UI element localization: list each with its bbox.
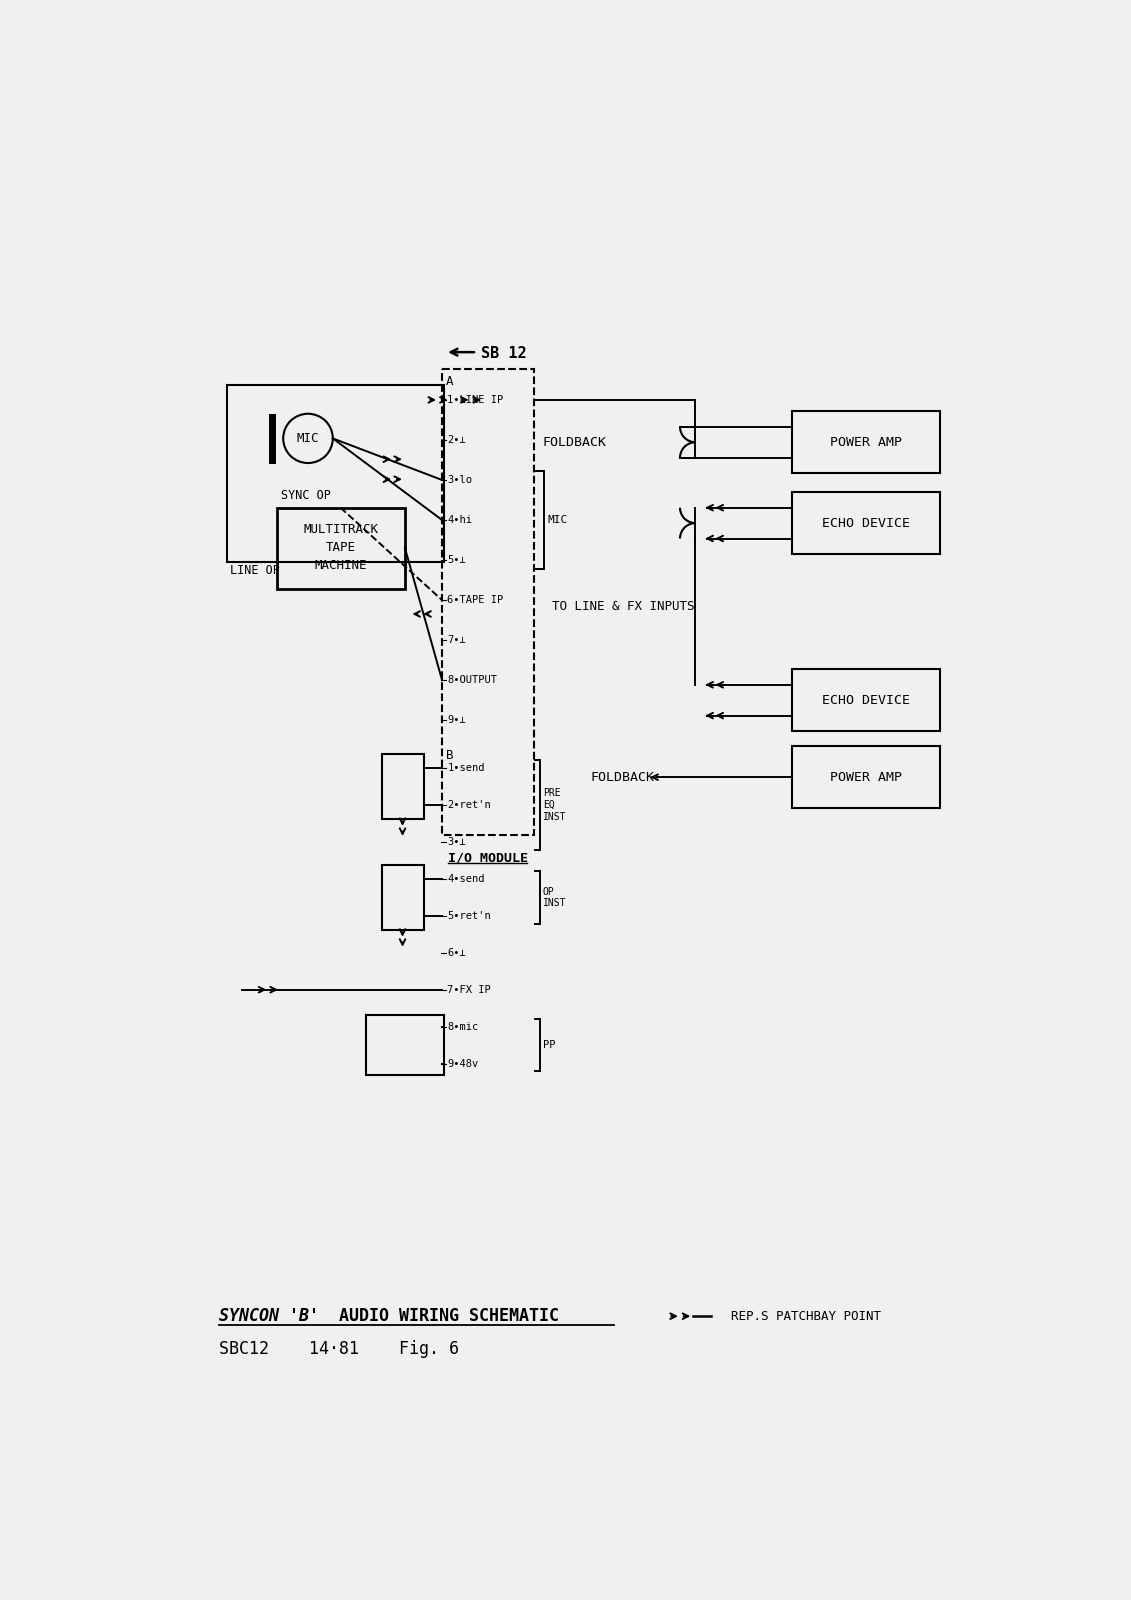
- Text: 2•ret'n: 2•ret'n: [448, 800, 491, 810]
- Text: POWER AMP: POWER AMP: [830, 771, 903, 784]
- Text: TO LINE & FX INPUTS: TO LINE & FX INPUTS: [552, 600, 694, 613]
- Text: 1•send: 1•send: [448, 763, 485, 773]
- Text: MIC: MIC: [296, 432, 319, 445]
- Text: MULTITRACK
TAPE
MACHINE: MULTITRACK TAPE MACHINE: [303, 523, 378, 573]
- Text: SYNCON 'B': SYNCON 'B': [219, 1307, 319, 1325]
- Text: 9•⊥: 9•⊥: [448, 715, 466, 725]
- Text: 3•⊥: 3•⊥: [448, 837, 466, 846]
- Text: B: B: [446, 749, 454, 762]
- Text: 6•⊥: 6•⊥: [448, 947, 466, 958]
- Bar: [793, 669, 940, 731]
- Text: I/O MODULE: I/O MODULE: [448, 851, 528, 866]
- Text: 1•LINE IP: 1•LINE IP: [448, 395, 503, 405]
- Text: ECHO DEVICE: ECHO DEVICE: [822, 694, 910, 707]
- Text: A: A: [446, 374, 454, 387]
- Bar: [381, 754, 424, 819]
- Bar: [442, 370, 534, 835]
- Text: PP: PP: [543, 1040, 555, 1050]
- Text: 4•hi: 4•hi: [448, 515, 473, 525]
- Bar: [277, 507, 405, 589]
- Text: 8•OUTPUT: 8•OUTPUT: [448, 675, 498, 685]
- Bar: [366, 1014, 443, 1075]
- Text: SBC12    14·81    Fig. 6: SBC12 14·81 Fig. 6: [219, 1339, 459, 1357]
- Text: FOLDBACK: FOLDBACK: [543, 435, 606, 448]
- Text: 5•ret'n: 5•ret'n: [448, 910, 491, 922]
- Bar: [793, 746, 940, 808]
- Text: 5•⊥: 5•⊥: [448, 555, 466, 565]
- Text: SB 12: SB 12: [481, 346, 526, 362]
- Text: MIC: MIC: [547, 515, 568, 525]
- Text: ECHO DEVICE: ECHO DEVICE: [822, 517, 910, 530]
- Text: 8•mic: 8•mic: [448, 1022, 478, 1032]
- Text: AUDIO WIRING SCHEMATIC: AUDIO WIRING SCHEMATIC: [339, 1307, 559, 1325]
- Bar: [793, 411, 940, 474]
- Text: SYNC OP: SYNC OP: [280, 488, 330, 501]
- Bar: [381, 866, 424, 930]
- Text: OP
INST: OP INST: [543, 886, 567, 909]
- Text: POWER AMP: POWER AMP: [830, 435, 903, 448]
- Text: PRE
EQ
INST: PRE EQ INST: [543, 789, 567, 821]
- Bar: [226, 384, 443, 562]
- Text: 6•TAPE IP: 6•TAPE IP: [448, 595, 503, 605]
- Text: 2•⊥: 2•⊥: [448, 435, 466, 445]
- Text: 7•⊥: 7•⊥: [448, 635, 466, 645]
- Text: 7•FX IP: 7•FX IP: [448, 984, 491, 995]
- Bar: [793, 493, 940, 554]
- Text: REP.S PATCHBAY POINT: REP.S PATCHBAY POINT: [716, 1310, 881, 1323]
- Text: 9•48v: 9•48v: [448, 1059, 478, 1069]
- Text: FOLDBACK—: FOLDBACK—: [590, 771, 663, 784]
- Text: 3•lo: 3•lo: [448, 475, 473, 485]
- Text: LINE OP: LINE OP: [231, 565, 280, 578]
- Text: 4•send: 4•send: [448, 874, 485, 883]
